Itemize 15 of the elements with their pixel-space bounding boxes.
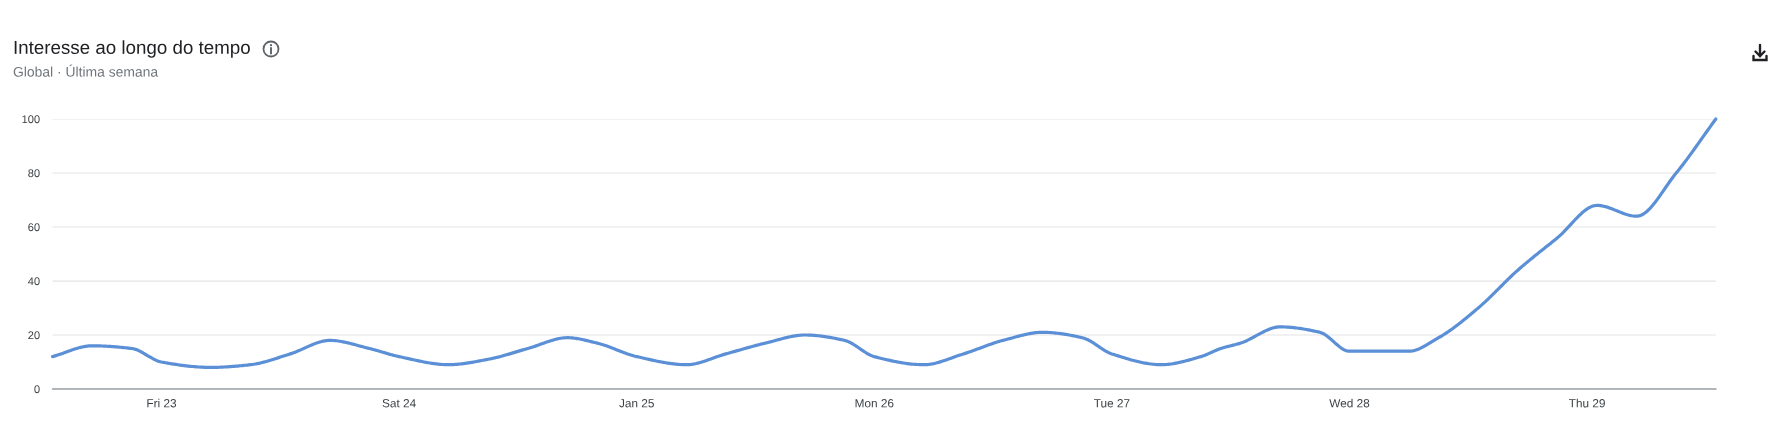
x-tick-label: Sat 24	[382, 399, 416, 408]
x-tick-label: Thu 29	[1568, 398, 1605, 408]
y-tick-label: 20	[28, 331, 40, 340]
y-tick-label: 0	[34, 385, 40, 394]
chart-title: Interesse ao longo do tempo	[14, 40, 250, 58]
y-tick-label: 60	[28, 223, 40, 232]
x-tick-label: Fri 23	[147, 398, 177, 408]
x-tick-label: Tue 27	[1094, 399, 1130, 408]
y-tick-label: 40	[28, 277, 40, 286]
x-tick-label: Jan 25	[619, 399, 654, 408]
x-tick-label: Mon 26	[855, 399, 894, 408]
y-tick-label: 80	[28, 169, 40, 178]
chart-subtitle: Global · Última semana	[13, 64, 159, 77]
x-tick-label: Wed 28	[1329, 398, 1370, 408]
y-tick-label: 100	[22, 115, 40, 124]
